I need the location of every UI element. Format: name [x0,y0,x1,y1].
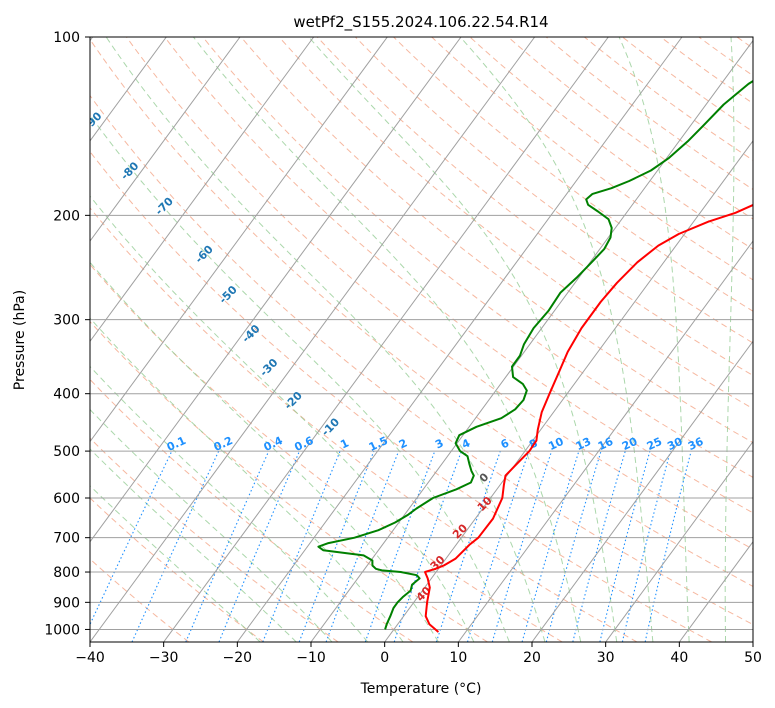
y-tick-label: 100 [53,30,80,46]
y-tick-label: 800 [53,565,80,581]
y-tick-label: 200 [53,208,80,224]
y-tick-label: 300 [53,313,80,329]
x-tick-label: 20 [523,650,541,666]
mixing-ratio-line [599,450,651,642]
dewpoint-profile-line [317,79,753,630]
isotherm-gridline [90,37,315,343]
mixing-ratio-line [644,450,692,642]
isotherm-gridline [531,340,753,642]
moist-adiabat-line [193,37,582,642]
x-axis: −40 −30 −20 −10 0 10 20 30 40 50 [75,642,762,666]
moist-adiabat-line [90,261,439,642]
mixing-ratio-label: 13 [574,435,593,453]
moist-adiabat-line [459,37,654,642]
mixing-ratio-line [466,450,530,642]
mixing-ratio-line [491,450,553,642]
isotherm-gridline [90,37,241,242]
isotherm-gridline [457,240,753,642]
dry-adiabat-line [164,37,753,514]
dry-adiabat-line [355,37,753,344]
mixing-ratio-line [218,450,301,642]
mixing-ratio-line [185,450,270,642]
mixing-ratio-line [521,450,580,642]
x-tick-label: −20 [223,650,253,666]
isotherm-gridline [90,37,167,142]
moist-adiabat-line [90,485,261,642]
x-tick-label: 30 [597,650,615,666]
chart-title: wetPf2_S155.2024.106.22.54.R14 [293,13,548,32]
mixing-ratio-label: 16 [596,435,616,453]
mixing-ratio-line [572,450,626,642]
y-tick-label: 600 [53,491,80,507]
y-tick-label: 700 [53,531,80,547]
dry-adiabat-line [90,378,414,642]
x-tick-label: 0 [380,650,389,666]
mixing-ratio-line [131,450,220,642]
plot-frame [89,36,754,643]
sounding-profiles [317,79,753,633]
x-axis-label: Temperature (°C) [360,681,482,697]
x-tick-label: 10 [449,650,467,666]
y-axis-label: Pressure (hPa) [12,290,28,390]
dry-adiabat-line [90,94,753,626]
moist-adiabat-line [90,408,333,642]
x-tick-label: −30 [149,650,179,666]
isotherm-gridline [384,140,753,642]
y-tick-label: 500 [53,444,80,460]
isotherm-gridline [605,440,753,642]
mixing-ratio-label: 36 [686,435,706,453]
y-tick-label: 400 [53,387,80,403]
mixing-ratio-label: 20 [620,435,640,453]
mixing-ratio-label: 25 [645,435,664,453]
moist-adiabat-line [308,37,618,642]
dry-adiabat-line [393,37,753,312]
x-tick-label: 40 [670,650,688,666]
moist-adiabat-line [105,37,546,642]
x-tick-label: −10 [296,650,326,666]
y-axis: 100 200 300 400 500 600 700 800 900 1000 [44,30,90,638]
mixing-ratio-label: 10 [546,435,566,453]
isotherm-gridline [236,37,683,642]
dry-adiabat-line [431,37,753,281]
mixing-ratio-line [364,450,436,642]
dry-adiabat-line [90,150,712,642]
dry-adiabat-line [90,207,638,642]
moist-adiabat-line [724,37,735,642]
dry-adiabat-line [90,497,264,642]
mixing-ratio-label: 30 [665,435,685,453]
mixing-ratio-line [621,450,671,642]
plot-area: -100-90-80-70-60-50-40-30-20-10010203040… [90,37,753,642]
moist-adiabat-line [618,37,690,642]
dry-adiabat-line [126,37,753,550]
temperature-profile-line [424,203,753,633]
mixing-ratio-line [90,450,173,626]
mixing-ratio-line [393,450,463,642]
moist-adiabat-line [90,114,510,642]
moist-adiabat-line [90,448,297,642]
dry-adiabat-line [240,37,753,444]
isotherm-gridlines [90,37,753,642]
moist-adiabats [90,37,735,642]
isotherm-gridline [90,37,388,443]
x-tick-label: 50 [744,650,762,666]
y-tick-label: 1000 [44,622,80,638]
dry-adiabat-line [584,37,753,161]
isobar-gridlines [90,37,753,630]
y-tick-label: 900 [53,595,80,611]
x-tick-label: −40 [75,650,105,666]
isotherm-gridline [310,39,753,642]
isotherm-gridline [90,37,536,642]
dry-adiabat-line [90,38,753,587]
isotherm-gridline [163,37,609,642]
mixing-ratio-labels: 0.1 0.2 0.4 0.6 1 1.5 2 3 4 6 8 10 13 16 20 25 30 36 [165,434,706,454]
moist-adiabat-line [90,317,404,642]
